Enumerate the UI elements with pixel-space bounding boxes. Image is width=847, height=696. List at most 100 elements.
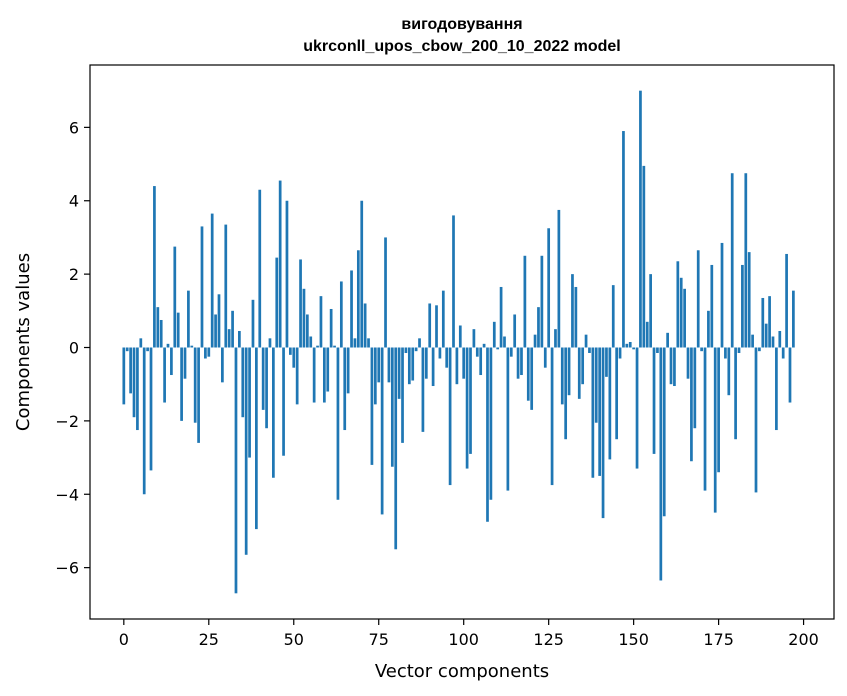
- bar-45: [275, 257, 279, 348]
- bar-90: [428, 303, 432, 348]
- bar-51: [295, 347, 299, 405]
- bar-115: [513, 314, 517, 348]
- bar-71: [363, 303, 367, 348]
- bar-17: [180, 347, 183, 421]
- bar-186: [754, 347, 758, 493]
- bar-131: [567, 347, 571, 396]
- bar-146: [618, 347, 622, 359]
- bar-83: [404, 347, 408, 353]
- bar-140: [598, 347, 602, 476]
- bar-111: [499, 286, 503, 348]
- plot-frame: [89, 64, 835, 620]
- bar-151: [635, 347, 639, 469]
- bar-124: [543, 347, 547, 368]
- bar-169: [696, 250, 700, 348]
- bar-25: [207, 347, 211, 357]
- bar-56: [312, 347, 316, 403]
- bar-64: [339, 281, 343, 348]
- bar-164: [679, 277, 683, 348]
- bar-53: [302, 288, 306, 348]
- bar-86: [414, 347, 418, 352]
- bar-119: [526, 347, 530, 401]
- bar-141: [601, 347, 605, 519]
- x-tick-label-25: 25: [199, 630, 219, 649]
- y-axis-label: Components values: [13, 253, 34, 431]
- bar-85: [411, 347, 415, 381]
- bar-78: [387, 347, 391, 383]
- bar-13: [166, 343, 170, 348]
- bar-184: [747, 252, 751, 348]
- bar-36: [244, 347, 248, 555]
- bar-22: [197, 347, 200, 443]
- bar-172: [707, 310, 710, 348]
- bar-128: [557, 209, 561, 348]
- x-tick-label-150: 150: [618, 630, 649, 649]
- bar-152: [639, 90, 642, 348]
- bar-165: [683, 288, 686, 348]
- bar-138: [591, 347, 595, 478]
- bar-171: [703, 347, 707, 491]
- bar-15: [173, 246, 177, 348]
- bar-167: [690, 347, 693, 462]
- bar-88: [421, 347, 425, 432]
- bar-168: [693, 347, 697, 429]
- bar-35: [241, 347, 245, 418]
- bar-20: [190, 345, 194, 348]
- bar-48: [285, 200, 289, 348]
- x-tick-label-0: 0: [119, 630, 129, 649]
- bar-52: [299, 259, 302, 348]
- bar-24: [204, 347, 207, 359]
- bar-132: [571, 274, 574, 348]
- bar-72: [367, 338, 370, 348]
- bar-160: [666, 332, 669, 348]
- bar-65: [343, 347, 347, 431]
- bar-19: [187, 290, 190, 348]
- bar-135: [581, 347, 585, 385]
- y-axis: −6 −4 −2 0 2 4 6: [55, 118, 90, 578]
- bar-175: [717, 347, 720, 473]
- bar-99: [458, 325, 462, 348]
- bar-149: [628, 342, 632, 348]
- bar-106: [482, 343, 486, 348]
- bar-101: [465, 347, 469, 469]
- bar-62: [333, 345, 336, 348]
- bar-139: [594, 347, 598, 423]
- bar-34: [238, 330, 241, 348]
- bar-196: [788, 347, 792, 403]
- x-tick-label-200: 200: [788, 630, 819, 649]
- bar-series: [122, 90, 795, 594]
- bar-10: [156, 307, 160, 348]
- bar-182: [741, 264, 744, 348]
- chart-subtitle: ukrconll_upos_cbow_200_10_2022 model: [303, 38, 620, 55]
- bar-136: [584, 334, 588, 348]
- bar-150: [632, 347, 635, 350]
- bar-103: [472, 329, 476, 348]
- bar-191: [771, 336, 775, 348]
- bar-1: [125, 347, 129, 352]
- x-tick-label-100: 100: [448, 630, 479, 649]
- bar-189: [764, 323, 768, 348]
- bar-117: [520, 347, 523, 376]
- bar-7: [146, 347, 149, 352]
- bar-42: [265, 347, 268, 429]
- bar-107: [486, 347, 489, 522]
- bar-23: [200, 226, 204, 348]
- bar-100: [462, 347, 466, 379]
- bar-57: [316, 345, 319, 348]
- bar-93: [438, 347, 442, 359]
- bar-163: [676, 261, 680, 348]
- bar-178: [727, 347, 731, 396]
- bar-6: [142, 347, 146, 495]
- bar-18: [183, 347, 187, 379]
- bar-110: [496, 347, 500, 350]
- chart-title: вигодовування: [401, 16, 522, 33]
- bar-188: [761, 297, 765, 348]
- bar-9: [153, 186, 156, 348]
- bar-105: [479, 347, 483, 376]
- bar-2: [129, 347, 132, 394]
- x-tick-label-125: 125: [533, 630, 564, 649]
- x-tick-label-75: 75: [369, 630, 389, 649]
- bar-26: [210, 213, 214, 348]
- bar-148: [625, 343, 629, 348]
- bar-79: [390, 347, 394, 467]
